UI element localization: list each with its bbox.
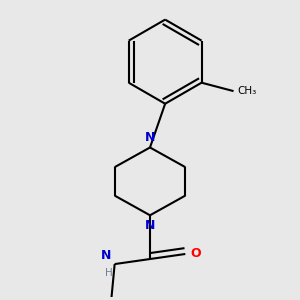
Text: H: H <box>105 268 113 278</box>
Text: N: N <box>145 131 155 144</box>
Text: CH₃: CH₃ <box>237 86 256 96</box>
Text: N: N <box>101 249 111 262</box>
Text: N: N <box>145 219 155 232</box>
Text: O: O <box>190 248 201 260</box>
